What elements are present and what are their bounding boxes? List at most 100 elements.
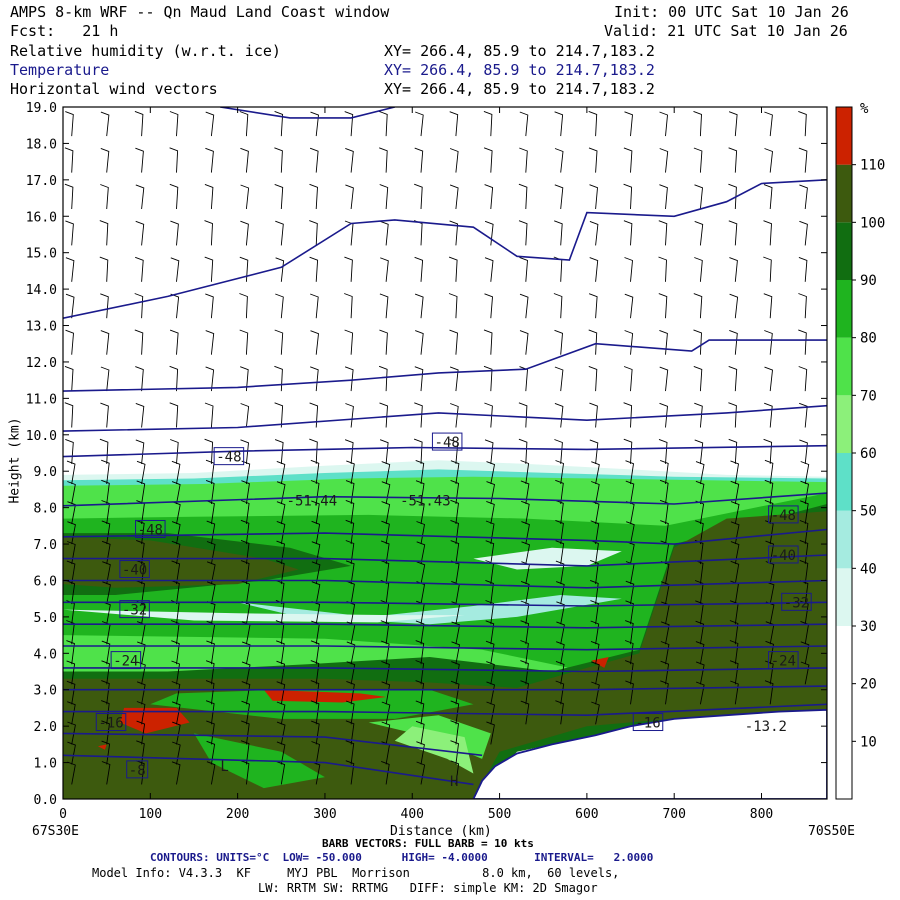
- wind-barb: [240, 560, 250, 585]
- temperature-contour: [63, 339, 827, 392]
- wind-barb: [624, 330, 634, 355]
- wind-barb: [588, 329, 598, 355]
- contour-label: -48: [216, 450, 241, 466]
- wind-barb: [728, 365, 738, 392]
- wind-barb: [625, 580, 635, 605]
- wind-barb: [275, 580, 285, 605]
- wind-barb: [799, 184, 808, 210]
- wind-barb: [276, 701, 286, 725]
- wind-barb: [240, 403, 250, 428]
- wind-barb: [276, 660, 286, 685]
- wind-barb: [519, 147, 528, 173]
- colorbar-bin: [836, 107, 852, 165]
- wind-barb: [172, 721, 181, 745]
- wind-barb: [556, 581, 565, 605]
- wind-barb: [381, 760, 390, 785]
- colorbar-tick-label: 50: [860, 504, 877, 520]
- wind-barb: [484, 402, 493, 428]
- wind-barb: [311, 500, 320, 525]
- wind-barb: [520, 700, 530, 725]
- wind-barb: [136, 480, 146, 505]
- wind-barb: [449, 329, 458, 355]
- wind-barb: [101, 680, 110, 705]
- wind-barb: [346, 661, 356, 685]
- wind-barb: [521, 541, 531, 565]
- wind-barb: [554, 402, 564, 428]
- contour-label: -13.2: [745, 719, 787, 735]
- wind-barb: [381, 681, 391, 705]
- wind-barb: [311, 561, 321, 585]
- x-end-right-label: 70S50E: [808, 824, 855, 839]
- wind-barb: [590, 620, 600, 645]
- temperature-contour: [63, 645, 827, 651]
- wind-barb: [101, 720, 110, 745]
- wind-barb: [554, 148, 564, 173]
- wind-barb: [101, 761, 111, 785]
- wind-barb: [205, 111, 215, 137]
- wind-barb: [379, 293, 389, 319]
- wind-barb: [765, 660, 774, 685]
- wind-barb: [344, 293, 353, 319]
- wind-barb: [624, 111, 633, 137]
- wind-barb: [135, 147, 144, 173]
- wind-barb: [798, 293, 807, 319]
- wind-barb: [591, 681, 600, 705]
- wind-barb: [344, 329, 354, 355]
- wind-barb: [450, 499, 459, 525]
- wind-barb: [694, 402, 703, 428]
- y-tick-label: 3.0: [34, 684, 57, 699]
- wind-barb: [658, 220, 668, 246]
- wind-barb: [67, 741, 76, 765]
- wind-barb: [67, 481, 76, 505]
- wind-barb: [798, 147, 808, 173]
- wind-barb: [555, 479, 564, 505]
- wind-barb: [345, 147, 354, 173]
- wind-barb: [169, 329, 179, 355]
- wind-barb: [800, 661, 810, 685]
- wind-barb: [241, 460, 251, 485]
- wind-barb: [518, 402, 528, 428]
- y-tick-label: 6.0: [34, 574, 57, 589]
- wind-barb: [169, 365, 179, 392]
- wind-barb: [416, 561, 426, 585]
- wind-barb: [554, 329, 563, 355]
- colorbar-tick-label: 10: [860, 734, 877, 750]
- wind-barb: [763, 256, 772, 282]
- wind-barb: [415, 700, 425, 725]
- field-temp-xy: XY= 266.4, 85.9 to 214.7,183.2: [384, 61, 655, 79]
- y-tick-label: 4.0: [34, 647, 57, 662]
- wind-barb: [240, 366, 249, 392]
- wind-barb: [450, 540, 460, 565]
- wind-barb: [171, 481, 181, 505]
- wind-barb: [100, 184, 109, 210]
- wind-barb: [728, 402, 737, 428]
- wind-barb: [659, 366, 669, 392]
- wind-barb: [415, 330, 424, 355]
- colorbar-bin: [836, 510, 852, 569]
- rh-region: [97, 744, 107, 750]
- wind-barb: [134, 293, 144, 319]
- wind-barb: [694, 220, 704, 246]
- wind-barb: [240, 500, 250, 525]
- wind-barb: [695, 461, 705, 485]
- contour-label-box: [632, 713, 664, 732]
- wind-barb: [379, 147, 388, 173]
- wind-barb: [274, 110, 284, 137]
- x-tick-label: 800: [750, 807, 773, 822]
- wind-barb: [170, 293, 180, 319]
- wind-barb: [450, 403, 459, 428]
- wind-barb: [483, 365, 493, 392]
- wind-barb: [65, 329, 74, 355]
- colorbar-bin: [836, 337, 852, 396]
- wind-barb: [240, 760, 250, 785]
- wind-barb: [171, 521, 181, 545]
- wind-barb: [101, 540, 111, 565]
- wind-barb: [66, 680, 76, 705]
- wind-barb: [451, 641, 461, 665]
- wind-barb: [521, 521, 530, 545]
- y-tick-label: 13.0: [26, 320, 57, 335]
- y-tick-label: 11.0: [26, 392, 57, 407]
- wind-barb: [137, 641, 146, 665]
- wind-barb: [310, 366, 319, 392]
- wind-barb: [765, 520, 774, 545]
